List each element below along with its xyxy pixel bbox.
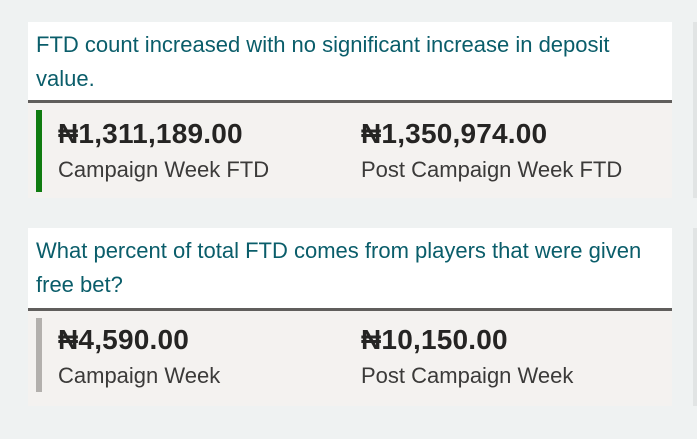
adjacent-visual-edge (693, 228, 697, 406)
kpi-panel: ₦1,311,189.00 Campaign Week FTD ₦1,350,9… (28, 103, 672, 198)
kpi-post-campaign-week: ₦10,150.00 Post Campaign Week (361, 323, 573, 391)
accent-bar (36, 110, 42, 192)
kpi-value: ₦1,311,189.00 (58, 118, 243, 149)
kpi-post-campaign-week: ₦1,350,974.00 Post Campaign Week FTD (361, 117, 622, 185)
kpi-label: Campaign Week FTD (58, 157, 270, 182)
kpi-label: Post Campaign Week (361, 363, 574, 388)
kpi-value: ₦10,150.00 (361, 324, 508, 355)
card-title-box: FTD count increased with no significant … (28, 22, 672, 103)
adjacent-visual-edge (693, 22, 697, 198)
kpi-card-ftd-value: FTD count increased with no significant … (28, 22, 672, 198)
accent-bar (36, 318, 42, 392)
kpi-panel: ₦4,590.00 Campaign Week ₦10,150.00 Post … (28, 311, 672, 406)
kpi-campaign-week: ₦4,590.00 Campaign Week (58, 323, 220, 391)
kpi-label: Post Campaign Week FTD (361, 157, 623, 182)
card-title: FTD count increased with no significant … (36, 32, 610, 91)
kpi-value: ₦1,350,974.00 (361, 118, 548, 149)
kpi-label: Campaign Week (58, 363, 221, 388)
kpi-card-free-bet: What percent of total FTD comes from pla… (28, 228, 672, 406)
card-title: What percent of total FTD comes from pla… (36, 238, 642, 297)
card-title-box: What percent of total FTD comes from pla… (28, 228, 672, 311)
kpi-campaign-week: ₦1,311,189.00 Campaign Week FTD (58, 117, 269, 185)
kpi-value: ₦4,590.00 (58, 324, 190, 355)
